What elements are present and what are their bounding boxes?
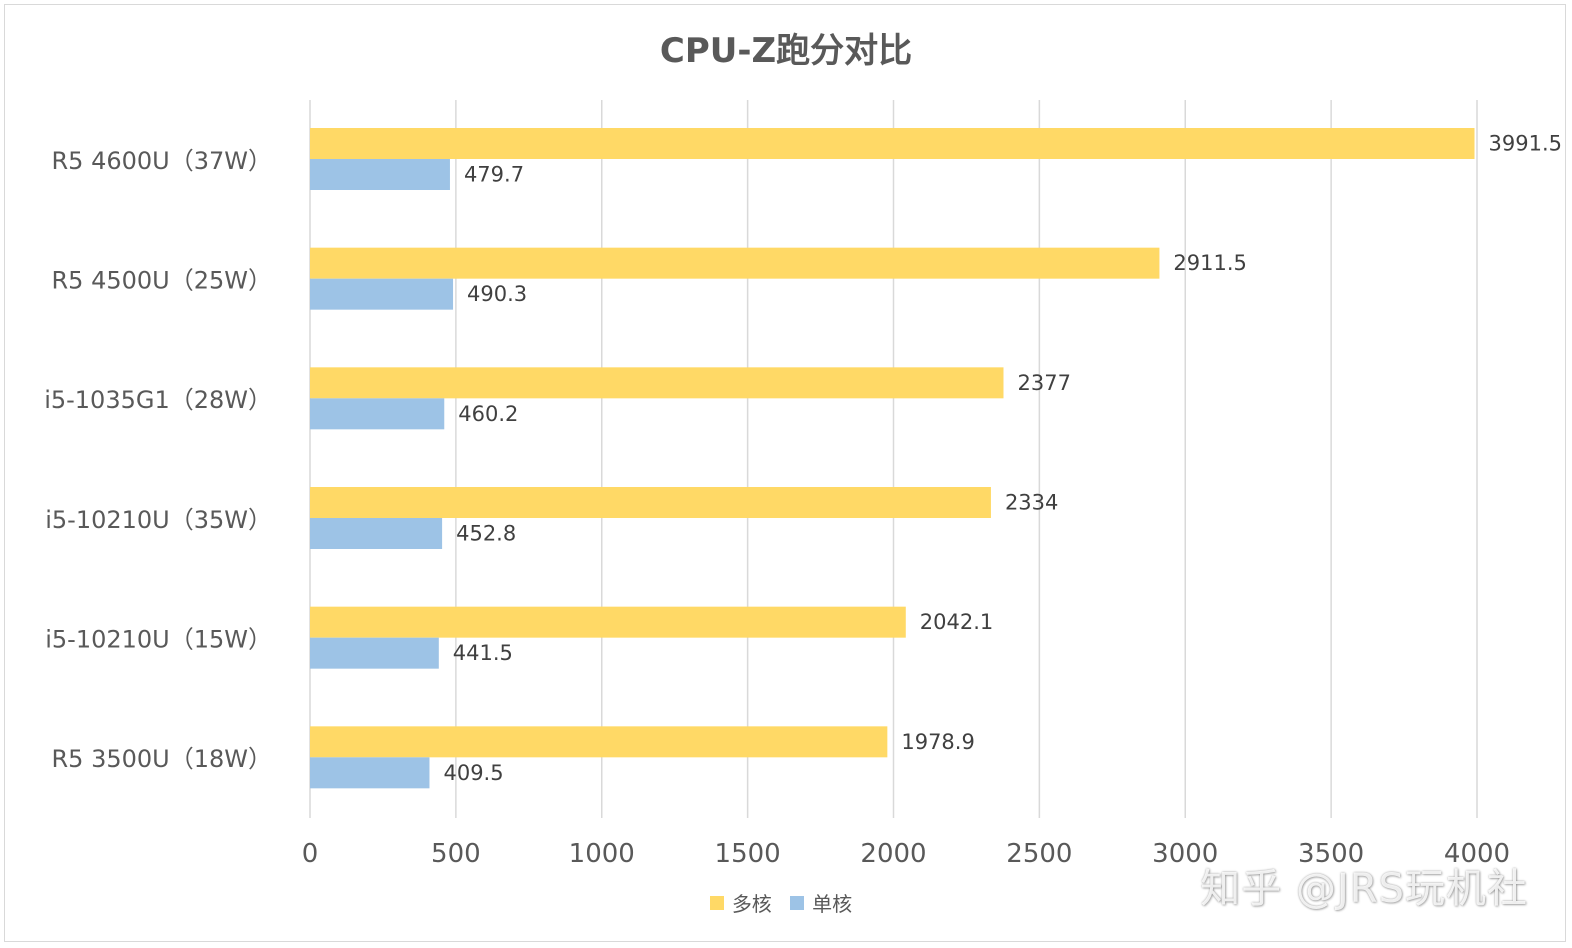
legend-label-multi: 多核: [731, 892, 772, 916]
watermark: 知乎 @JRS玩机社: [1200, 866, 1528, 912]
bar-multi: [310, 487, 991, 518]
x-tick-label: 3500: [1298, 839, 1364, 869]
legend: 多核 单核: [0, 888, 1562, 917]
data-label-single: 452.8: [456, 522, 516, 546]
bar-single: [310, 159, 450, 190]
category-label: i5-10210U（35W）: [45, 506, 272, 534]
x-tick-label: 4000: [1444, 839, 1510, 869]
bar-single: [310, 757, 430, 789]
x-tick-label: 0: [302, 839, 319, 869]
x-tick-label: 1000: [569, 839, 635, 869]
data-label-single: 479.7: [464, 163, 524, 187]
legend-swatch-single: [790, 895, 805, 910]
chart-title: CPU-Z跑分对比: [659, 31, 913, 71]
bar-multi: [310, 247, 1160, 279]
data-label-multi: 2911.5: [1173, 251, 1246, 275]
data-label-multi: 2377: [1017, 371, 1070, 395]
category-label: R5 4600U（37W）: [52, 147, 273, 175]
bar-single: [310, 637, 439, 669]
bar-multi: [310, 726, 888, 758]
legend-item-single: 单核: [790, 888, 852, 917]
chart-frame: CPU-Z跑分对比: [4, 4, 1566, 942]
data-label-single: 409.5: [443, 761, 503, 785]
x-tick-label: 500: [431, 839, 481, 869]
data-label-multi: 3991.5: [1489, 132, 1562, 156]
x-tick-label: 2500: [1006, 839, 1072, 869]
data-label-single: 441.5: [453, 641, 513, 665]
category-label: R5 3500U（18W）: [52, 745, 273, 773]
data-label-multi: 1978.9: [901, 730, 974, 754]
legend-label-single: 单核: [812, 892, 853, 916]
x-tick-label: 2000: [860, 839, 926, 869]
bar-single: [310, 398, 445, 430]
data-label-multi: 2042.1: [920, 610, 993, 634]
data-label-single: 490.3: [467, 282, 527, 306]
data-label-single: 460.2: [458, 402, 518, 426]
legend-item-multi: 多核: [709, 888, 772, 917]
x-tick-label: 3000: [1152, 839, 1218, 869]
category-label: i5-10210U（15W）: [45, 626, 272, 654]
bar-single: [310, 518, 443, 549]
legend-swatch-multi: [709, 895, 724, 910]
category-label: i5-1035G1（28W）: [44, 386, 272, 414]
bar-single: [310, 278, 454, 310]
bar-multi: [310, 606, 906, 638]
x-tick-label: 1500: [715, 839, 781, 869]
category-label: R5 4500U（25W）: [52, 267, 273, 295]
bar-multi: [310, 128, 1475, 159]
data-label-multi: 2334: [1005, 491, 1058, 515]
bar-multi: [310, 367, 1004, 399]
